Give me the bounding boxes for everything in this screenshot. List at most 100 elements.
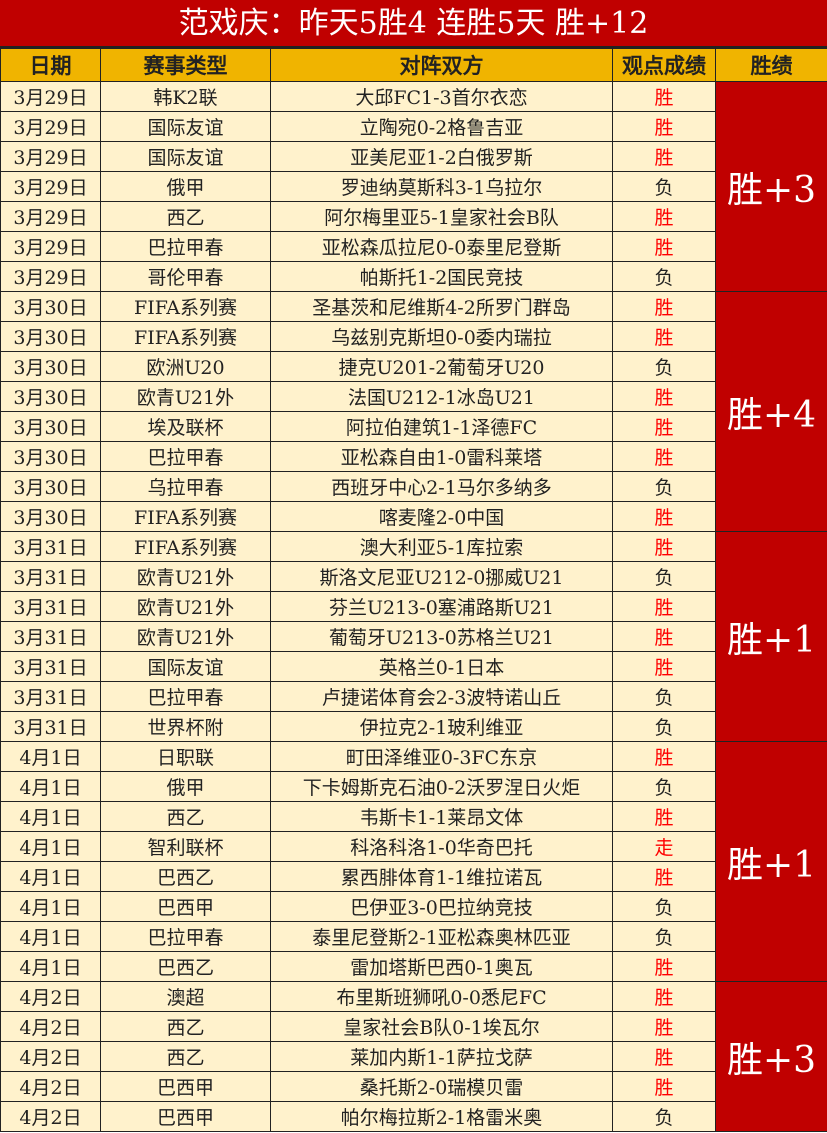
header-type: 赛事类型 — [100, 48, 271, 82]
table-row: 4月1日 俄甲 下卡姆斯克石油0-2沃罗涅日火炬负 — [0, 771, 827, 802]
match-cell: 桑托斯2-0瑞模贝雷 — [270, 1071, 613, 1102]
match-cell: 卢捷诺体育会2-3波特诺山丘 — [270, 681, 613, 712]
match-cell: 泰里尼登斯2-1亚松森奥林匹亚 — [270, 921, 613, 952]
match-cell: 斯洛文尼亚U212-0挪威U21 — [270, 561, 613, 592]
date-cell: 4月1日 — [0, 951, 101, 982]
header-score: 胜绩 — [715, 48, 827, 82]
date-cell: 3月30日 — [0, 381, 101, 412]
match-cell: 芬兰U213-0塞浦路斯U21 — [270, 591, 613, 622]
date-cell: 4月1日 — [0, 801, 101, 832]
result-cell: 负 — [612, 1101, 716, 1132]
date-cell: 3月29日 — [0, 141, 101, 172]
result-cell: 胜 — [612, 651, 716, 682]
result-cell: 走 — [612, 831, 716, 862]
match-cell: 帕尔梅拉斯2-1格雷米奥 — [270, 1101, 613, 1132]
table-row: 3月29日 西乙 阿尔梅里亚5-1皇家社会B队胜 — [0, 201, 827, 232]
day-score-cell: 胜+3 — [715, 981, 827, 1132]
result-cell: 胜 — [612, 531, 716, 562]
date-cell: 4月1日 — [0, 861, 101, 892]
page-title: 范戏庆：昨天5胜4 连胜5天 胜+12 — [0, 0, 827, 48]
result-cell: 胜 — [612, 321, 716, 352]
result-cell: 负 — [612, 711, 716, 742]
result-cell: 胜 — [612, 441, 716, 472]
table-row: 3月30日 FIFA系列赛 圣基茨和尼维斯4-2所罗门群岛胜胜+4 — [0, 291, 827, 532]
result-cell: 胜 — [612, 501, 716, 532]
table-row: 4月1日 巴西甲 巴伊亚3-0巴拉纳竞技负 — [0, 891, 827, 922]
match-cell: 捷克U201-2葡萄牙U20 — [270, 351, 613, 382]
result-cell: 胜 — [612, 1041, 716, 1072]
table-row: 4月1日 巴西乙 累西腓体育1-1维拉诺瓦胜 — [0, 861, 827, 892]
type-cell: FIFA系列赛 — [100, 501, 271, 532]
match-cell: 葡萄牙U213-0苏格兰U21 — [270, 621, 613, 652]
result-cell: 胜 — [612, 141, 716, 172]
result-cell: 负 — [612, 561, 716, 592]
type-cell: FIFA系列赛 — [100, 321, 271, 352]
result-cell: 胜 — [612, 201, 716, 232]
day-score-cell: 胜+4 — [715, 291, 827, 532]
type-cell: 巴西甲 — [100, 891, 271, 922]
result-cell: 负 — [612, 681, 716, 712]
table-row: 3月30日 乌拉甲春 西班牙中心2-1马尔多纳多负 — [0, 471, 827, 502]
date-cell: 3月29日 — [0, 261, 101, 292]
date-cell: 4月2日 — [0, 1011, 101, 1042]
result-cell: 负 — [612, 471, 716, 502]
date-cell: 3月30日 — [0, 291, 101, 322]
table-row: 3月29日 国际友谊 立陶宛0-2格鲁吉亚胜 — [0, 111, 827, 142]
match-cell: 伊拉克2-1玻利维亚 — [270, 711, 613, 742]
table-row: 4月2日 巴西甲 桑托斯2-0瑞模贝雷胜 — [0, 1071, 827, 1102]
type-cell: 巴拉甲春 — [100, 441, 271, 472]
type-cell: 西乙 — [100, 1011, 271, 1042]
date-cell: 3月31日 — [0, 531, 101, 562]
date-cell: 4月1日 — [0, 831, 101, 862]
match-cell: 亚美尼亚1-2白俄罗斯 — [270, 141, 613, 172]
date-cell: 3月31日 — [0, 621, 101, 652]
match-cell: 英格兰0-1日本 — [270, 651, 613, 682]
result-cell: 胜 — [612, 621, 716, 652]
date-cell: 4月2日 — [0, 1101, 101, 1132]
date-cell: 3月31日 — [0, 711, 101, 742]
result-cell: 胜 — [612, 861, 716, 892]
date-cell: 3月29日 — [0, 231, 101, 262]
table-row: 3月30日 欧洲U20 捷克U201-2葡萄牙U20 负 — [0, 351, 827, 382]
match-cell: 巴伊亚3-0巴拉纳竞技 — [270, 891, 613, 922]
type-cell: 韩K2联 — [100, 81, 271, 112]
date-cell: 3月29日 — [0, 171, 101, 202]
table-row: 3月31日 巴拉甲春 卢捷诺体育会2-3波特诺山丘负 — [0, 681, 827, 712]
date-cell: 3月30日 — [0, 501, 101, 532]
header-date: 日期 — [0, 48, 101, 82]
table-row: 4月2日 澳超 布里斯班狮吼0-0悉尼FC 胜胜+3 — [0, 981, 827, 1132]
type-cell: 乌拉甲春 — [100, 471, 271, 502]
type-cell: 国际友谊 — [100, 111, 271, 142]
match-cell: 阿拉伯建筑1-1泽德FC — [270, 411, 613, 442]
type-cell: 巴西乙 — [100, 861, 271, 892]
match-cell: 帕斯托1-2国民竞技 — [270, 261, 613, 292]
result-cell: 胜 — [612, 801, 716, 832]
table-row: 3月30日 FIFA系列赛 乌兹别克斯坦0-0委内瑞拉胜 — [0, 321, 827, 352]
type-cell: 哥伦甲春 — [100, 261, 271, 292]
match-cell: 圣基茨和尼维斯4-2所罗门群岛 — [270, 291, 613, 322]
type-cell: 西乙 — [100, 1041, 271, 1072]
table-row: 3月29日 俄甲 罗迪纳莫斯科3-1乌拉尔负 — [0, 171, 827, 202]
type-cell: 欧青U21外 — [100, 381, 271, 412]
match-cell: 立陶宛0-2格鲁吉亚 — [270, 111, 613, 142]
result-cell: 胜 — [612, 411, 716, 442]
table-row: 3月30日 埃及联杯 阿拉伯建筑1-1泽德FC 胜 — [0, 411, 827, 442]
day-score-cell: 胜+1 — [715, 741, 827, 982]
table-row: 3月30日 巴拉甲春 亚松森自由1-0雷科莱塔胜 — [0, 441, 827, 472]
table-row: 3月29日 韩K2联 大邱FC1-3首尔衣恋胜胜+3 — [0, 81, 827, 292]
type-cell: FIFA系列赛 — [100, 531, 271, 562]
result-cell: 胜 — [612, 381, 716, 412]
day-score-cell: 胜+3 — [715, 81, 827, 292]
date-cell: 3月29日 — [0, 201, 101, 232]
table-row: 4月2日 西乙 莱加内斯1-1萨拉戈萨胜 — [0, 1041, 827, 1072]
match-cell: 亚松森自由1-0雷科莱塔 — [270, 441, 613, 472]
result-cell: 负 — [612, 771, 716, 802]
type-cell: 欧青U21外 — [100, 621, 271, 652]
result-cell: 胜 — [612, 291, 716, 322]
date-cell: 3月29日 — [0, 81, 101, 112]
type-cell: FIFA系列赛 — [100, 291, 271, 322]
table-row: 4月1日 巴拉甲春 泰里尼登斯2-1亚松森奥林匹亚负 — [0, 921, 827, 952]
date-cell: 3月30日 — [0, 321, 101, 352]
match-cell: 亚松森瓜拉尼0-0泰里尼登斯 — [270, 231, 613, 262]
table-row: 4月1日 西乙 韦斯卡1-1莱昂文体胜 — [0, 801, 827, 832]
